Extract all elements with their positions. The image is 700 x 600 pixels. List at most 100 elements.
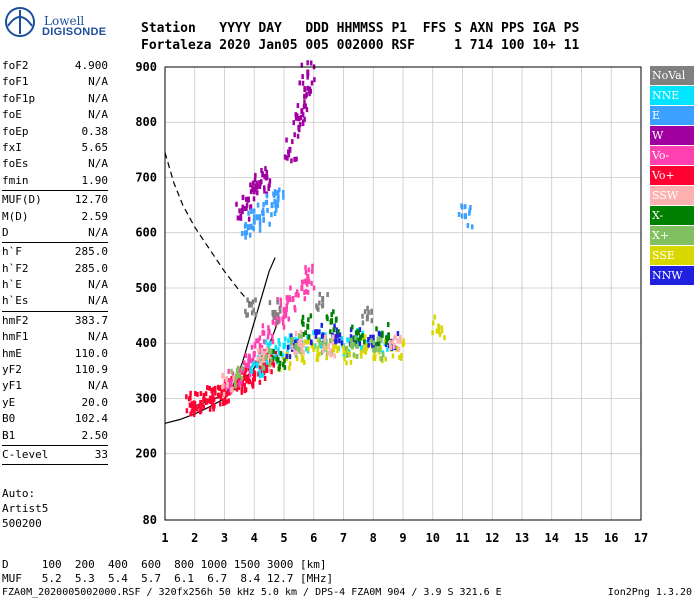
- legend-item: E: [650, 105, 694, 126]
- echo-point: [267, 185, 270, 191]
- echo-point: [300, 284, 304, 291]
- echo-point: [378, 332, 382, 338]
- echo-point: [315, 329, 319, 336]
- echo-point: [294, 292, 298, 298]
- param-name: foEs: [2, 157, 29, 171]
- y-tick-label: 800: [135, 115, 157, 129]
- echo-point: [307, 346, 310, 352]
- echo-point: [384, 338, 387, 344]
- echo-point: [302, 104, 306, 110]
- echo-point: [298, 127, 301, 133]
- echo-point: [310, 343, 314, 349]
- echo-point: [234, 380, 237, 386]
- echo-point: [301, 279, 305, 285]
- echo-point: [293, 349, 296, 355]
- param-row: yF1 N/A: [2, 378, 108, 394]
- echo-point: [279, 351, 283, 357]
- echo-point: [372, 347, 375, 353]
- echo-point: [385, 339, 389, 345]
- echo-point: [376, 336, 380, 342]
- x-tick-label: 12: [485, 531, 499, 545]
- echo-point: [468, 207, 472, 213]
- echo-point: [318, 291, 322, 297]
- echo-point: [239, 379, 243, 385]
- param-row: C-level 33: [2, 447, 108, 463]
- echo-point: [243, 371, 247, 377]
- echo-point: [277, 366, 281, 372]
- echo-point: [346, 337, 349, 343]
- echo-point: [293, 339, 297, 345]
- echo-point: [256, 190, 259, 196]
- echo-point: [267, 325, 270, 331]
- echo-point: [250, 310, 254, 316]
- echo-point: [356, 343, 359, 349]
- echo-point: [372, 340, 376, 346]
- echo-point: [316, 348, 319, 354]
- x-tick-label: 6: [310, 531, 317, 545]
- echo-point: [338, 338, 341, 344]
- echo-point: [324, 345, 327, 351]
- echo-point: [307, 267, 311, 273]
- scaled-parameters-panel: foF2 4.900 foF1 N/A foF1p N/A foE N/A foEp 0.38 fx…: [2, 58, 108, 466]
- echo-point: [385, 335, 388, 341]
- muf-row: MUF 5.2 5.3 5.4 5.7 6.1 6.7 8.4 12.7 [MH…: [2, 572, 334, 585]
- echo-point: [386, 346, 389, 352]
- echo-point: [211, 400, 214, 406]
- echo-point: [245, 202, 249, 208]
- echo-point: [388, 340, 392, 346]
- echo-point: [468, 210, 471, 216]
- echo-point: [323, 337, 327, 343]
- echo-point: [243, 382, 246, 388]
- echo-point: [312, 330, 315, 336]
- echo-point: [370, 309, 373, 315]
- echo-point: [265, 346, 269, 352]
- echo-point: [237, 382, 241, 388]
- echo-point: [438, 331, 442, 337]
- echo-point: [234, 383, 237, 389]
- echo-point: [263, 173, 266, 179]
- echo-point: [302, 349, 305, 355]
- echo-point: [259, 360, 262, 366]
- echo-point: [249, 358, 253, 364]
- echo-point: [291, 344, 294, 350]
- echo-point: [281, 354, 285, 360]
- echo-point: [249, 204, 252, 210]
- echo-point: [469, 205, 472, 211]
- echo-point: [329, 338, 332, 344]
- echo-point: [231, 371, 235, 377]
- echo-point: [321, 297, 324, 303]
- echo-point: [276, 356, 280, 363]
- echo-point: [227, 398, 230, 404]
- param-row: yF2 110.9: [2, 362, 108, 378]
- echo-point: [371, 343, 374, 349]
- echo-point: [321, 302, 325, 308]
- param-row: h`Es N/A: [2, 293, 108, 309]
- echo-point: [273, 189, 277, 195]
- echo-point: [329, 319, 333, 325]
- echo-point: [252, 218, 256, 225]
- legend-item: NNE: [650, 85, 694, 106]
- echo-point: [299, 337, 303, 343]
- param-separator: [2, 310, 108, 312]
- echo-point: [244, 234, 247, 240]
- echo-point: [278, 341, 281, 347]
- echo-point: [275, 190, 278, 196]
- param-row: h`F 285.0: [2, 244, 108, 260]
- param-value: 110.0: [74, 346, 108, 360]
- echo-point: [358, 340, 361, 346]
- echo-point: [303, 296, 307, 302]
- echo-point: [366, 305, 369, 311]
- param-row: hmF1 N/A: [2, 329, 108, 345]
- echo-point: [352, 352, 356, 358]
- echo-point: [297, 292, 300, 298]
- echo-point: [399, 339, 402, 345]
- legend-item: NNW: [650, 265, 694, 286]
- echo-point: [263, 375, 267, 381]
- echo-point: [269, 348, 272, 354]
- echo-point: [265, 367, 269, 373]
- echo-point: [306, 72, 310, 78]
- x-tick-label: 15: [574, 531, 588, 545]
- echo-point: [294, 336, 297, 342]
- echo-point: [300, 357, 304, 363]
- echo-point: [271, 359, 274, 365]
